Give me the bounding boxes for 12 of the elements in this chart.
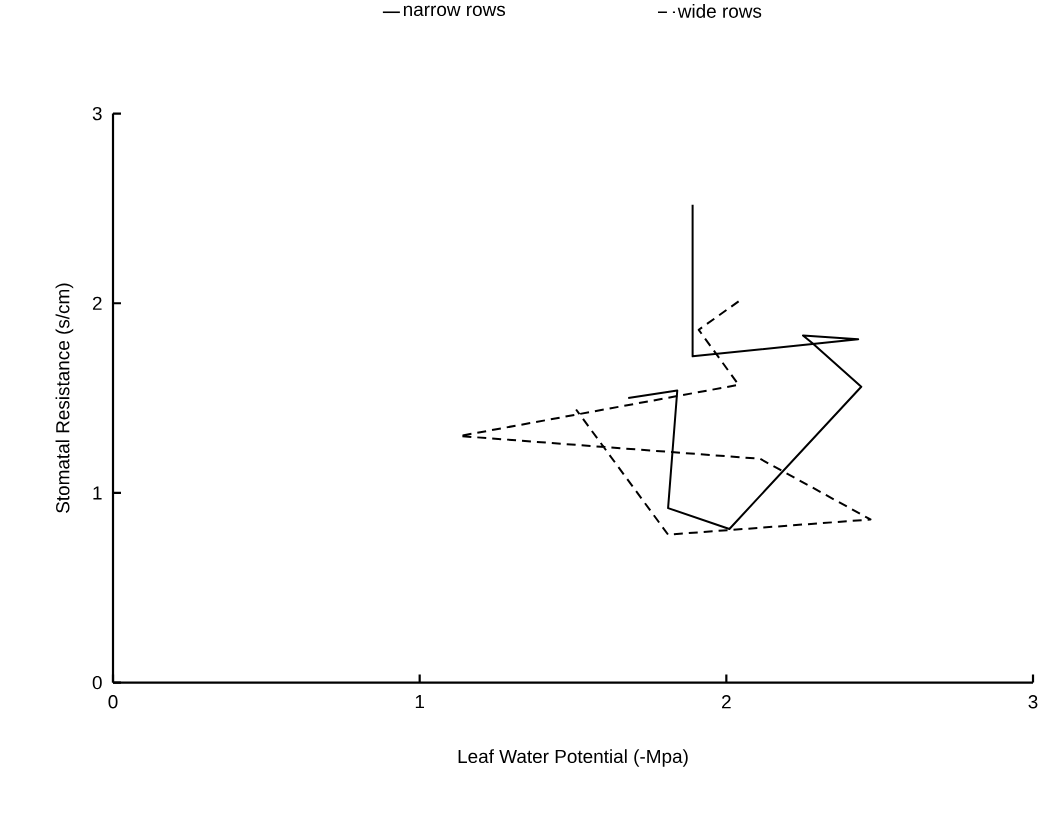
y-axis-title: Stomatal Resistance (s/cm): [55, 283, 74, 514]
legend-label: wide rows: [677, 4, 762, 19]
y-tick-label: 2: [92, 296, 102, 311]
x-tick-label: 0: [108, 695, 118, 709]
y-tick-label: 0: [92, 676, 102, 690]
x-tick-label: 3: [1028, 695, 1038, 709]
x-tick-label: 2: [722, 695, 731, 709]
x-axis-title: Leaf Water Potential (-Mpa): [458, 749, 688, 768]
legend-label: narrow rows: [403, 5, 506, 17]
y-tick-label: 3: [92, 107, 102, 121]
y-tick-label: 1: [93, 486, 102, 500]
x-tick-label: 1: [415, 695, 425, 709]
